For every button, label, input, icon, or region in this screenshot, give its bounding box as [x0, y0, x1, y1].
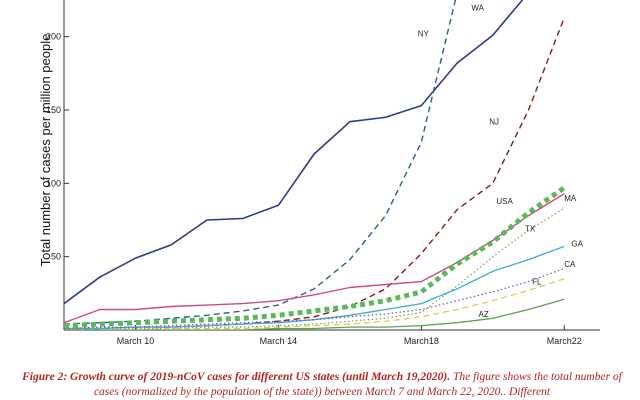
plot-frame — [63, 0, 600, 331]
series-label-ga: GA — [571, 239, 583, 248]
y-tick-label: 200 — [46, 32, 61, 42]
y-tick-label: 50 — [51, 252, 61, 262]
series-label-wa: WA — [471, 3, 484, 12]
y-tick-label: 150 — [46, 105, 61, 115]
series-layer — [64, 0, 566, 330]
x-axis: March 10 March 14 March18 March22 — [117, 325, 582, 346]
series-label-nj: NJ — [489, 118, 499, 127]
series-label-ma: MA — [564, 194, 577, 203]
x-tick-label: March18 — [404, 336, 439, 346]
series-line-nj — [64, 17, 565, 330]
series-label-fl: FL — [532, 278, 542, 287]
caption-label: Figure 2: — [22, 371, 68, 383]
series-label-tx: TX — [525, 225, 536, 234]
y-axis: 50 100 150 200 — [46, 32, 69, 262]
figure-caption: Figure 2: Growth curve of 2019-nCoV case… — [22, 370, 622, 400]
series-line-wa — [64, 0, 524, 305]
caption-body: The figure shows the total number of cas… — [93, 371, 622, 398]
series-label-ny: NY — [418, 30, 430, 39]
series-label-ca: CA — [564, 260, 576, 269]
series-line-az — [64, 298, 565, 330]
y-tick-label: 100 — [46, 178, 61, 188]
series-line-tx — [64, 207, 565, 330]
caption-title: Growth curve of 2019-nCoV cases for diff… — [70, 371, 451, 383]
series-label-usa: USA — [496, 197, 513, 206]
x-tick-label: March 14 — [260, 336, 298, 346]
series-line-ma — [64, 193, 565, 324]
series-line-ny — [64, 0, 457, 325]
series-labels: WA NY NJ USA MA TX GA CA FL AZ — [418, 3, 584, 319]
x-tick-label: March 10 — [117, 336, 155, 346]
y-axis-title: Total number of cases per million people — [38, 34, 53, 267]
series-label-az: AZ — [479, 310, 489, 319]
series-line-usa — [64, 185, 566, 329]
series-line-ga — [64, 245, 565, 330]
x-tick-label: March22 — [547, 336, 582, 346]
